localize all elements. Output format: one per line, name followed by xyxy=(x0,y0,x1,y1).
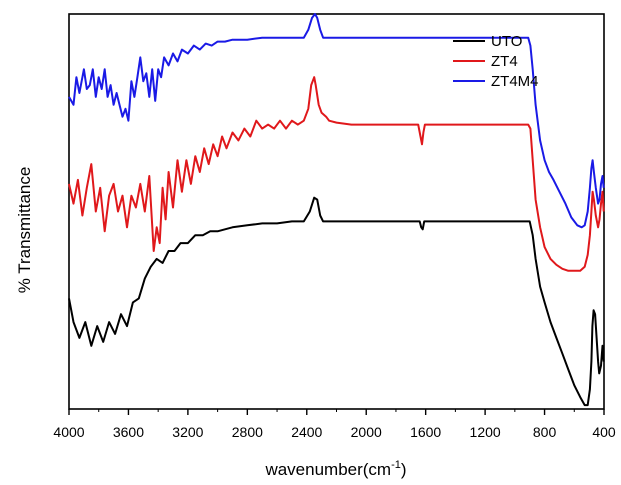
x-tick-label: 3600 xyxy=(113,424,144,440)
x-axis-label-main: wavenumber(cm xyxy=(264,460,391,479)
x-tick-label: 1200 xyxy=(470,424,501,440)
x-tick-label: 800 xyxy=(533,424,557,440)
x-tick-label: 2800 xyxy=(232,424,263,440)
series-line-zt4 xyxy=(68,76,605,272)
x-tick-label: 1600 xyxy=(410,424,441,440)
x-tick-label: 4000 xyxy=(53,424,84,440)
x-tick-label: 2400 xyxy=(291,424,322,440)
x-tick-label: 3200 xyxy=(172,424,203,440)
series-layer xyxy=(68,13,605,407)
legend-label-zt4: ZT4 xyxy=(491,53,518,70)
x-axis: 4000 3600 3200 2800 2400 2000 1600 1200 800 400 xyxy=(53,409,616,440)
legend-label-zt4m4: ZT4M4 xyxy=(491,73,539,90)
series-line-zt4m4 xyxy=(68,13,605,229)
legend-label-uto: UTO xyxy=(491,33,522,50)
x-axis-label-close: ) xyxy=(401,460,407,479)
x-tick-label: 2000 xyxy=(351,424,382,440)
x-axis-label: wavenumber(cm-1) xyxy=(264,459,406,479)
series-line-uto xyxy=(68,196,605,407)
x-axis-label-sup: -1 xyxy=(391,459,401,471)
y-axis-label: % Transmittance xyxy=(15,167,34,294)
x-tick-label: 400 xyxy=(592,424,616,440)
legend: UTO ZT4 ZT4M4 xyxy=(453,33,539,90)
